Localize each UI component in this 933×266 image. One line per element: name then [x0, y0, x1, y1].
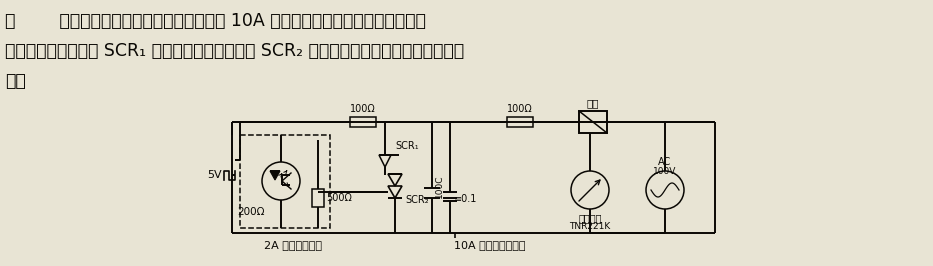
Bar	[350, 117, 376, 127]
Text: ≡0.1: ≡0.1	[454, 194, 478, 204]
Bar	[240, 135, 330, 228]
Polygon shape	[270, 171, 280, 180]
Text: TNR221K: TNR221K	[569, 222, 610, 231]
Text: 10A 以上双向可控硫: 10A 以上双向可控硫	[454, 240, 526, 250]
Text: 100V: 100V	[653, 167, 676, 176]
Text: AC: AC	[659, 157, 672, 167]
Text: 号时，光电耦合器使 SCR₁ 导通，进而使大功率的 SCR₂ 开通，从而可以控制较大功率的负: 号时，光电耦合器使 SCR₁ 导通，进而使大功率的 SCR₂ 开通，从而可以控制…	[5, 42, 464, 60]
Text: SCR₁: SCR₁	[395, 141, 419, 151]
Text: 2A 级双向可控硫: 2A 级双向可控硫	[264, 240, 322, 250]
Bar	[312, 189, 324, 207]
Text: 100Ω: 100Ω	[350, 104, 376, 114]
Bar	[579, 111, 607, 133]
Text: SCR₂: SCR₂	[405, 195, 428, 205]
Text: 100C: 100C	[435, 175, 444, 198]
Text: 可变电阵: 可变电阵	[578, 213, 602, 223]
Bar	[507, 117, 533, 127]
Text: 100Ω: 100Ω	[508, 104, 533, 114]
Text: 200Ω: 200Ω	[237, 207, 264, 217]
Text: 载。: 载。	[5, 72, 26, 90]
Text: 5V: 5V	[207, 170, 222, 180]
Text: 图        所示的光电耦合过零开关，可以驱动 10A 以上的大功率可控硫。输入控制信: 图 所示的光电耦合过零开关，可以驱动 10A 以上的大功率可控硫。输入控制信	[5, 12, 425, 30]
Text: 500Ω: 500Ω	[326, 193, 352, 203]
Text: 负载: 负载	[587, 98, 599, 108]
